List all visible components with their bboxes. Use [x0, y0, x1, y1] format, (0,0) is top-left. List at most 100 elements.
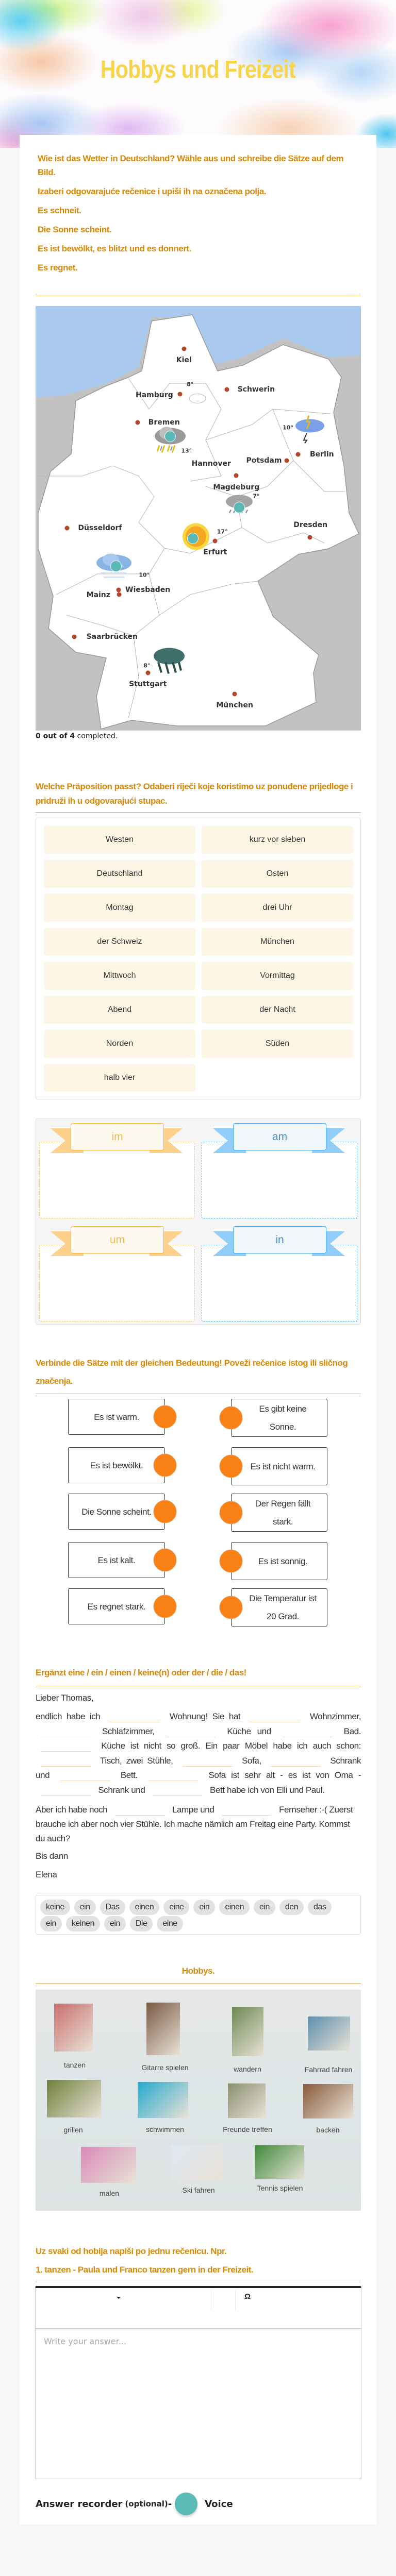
match-item-left[interactable]: Es ist bewölkt.	[68, 1447, 165, 1483]
word-tile[interactable]: kurz vor sieben	[202, 826, 353, 854]
match-connector-right[interactable]	[219, 1406, 243, 1430]
blank-input[interactable]	[221, 1805, 272, 1816]
answer-hotspot[interactable]	[164, 430, 176, 442]
drop-bin-in[interactable]: in	[202, 1226, 358, 1322]
word-chip[interactable]: eine	[163, 1900, 190, 1915]
answer-hotspot[interactable]	[234, 502, 245, 514]
word-chip[interactable]: ein	[74, 1900, 96, 1915]
match-item-right[interactable]: Der Regen fällt stark.	[231, 1494, 327, 1532]
match-item-left[interactable]: Es regnet stark.	[68, 1588, 165, 1624]
bin-label: um	[71, 1226, 164, 1253]
word-tile[interactable]: Vormittag	[202, 962, 353, 990]
word-chip[interactable]: ein	[104, 1916, 126, 1931]
letter-text: Bett.	[120, 1770, 138, 1781]
temperature-label: 8°	[187, 381, 194, 388]
city-label: Wiesbaden	[125, 586, 171, 595]
blank-input[interactable]	[271, 1756, 321, 1767]
answer-hotspot[interactable]	[110, 561, 122, 572]
match-connector-left[interactable]	[153, 1405, 177, 1429]
drop-bin-im[interactable]: im	[39, 1123, 196, 1219]
page-title: Hobbys und Freizeit	[0, 56, 396, 84]
word-tile[interactable]: drei Uhr	[202, 894, 353, 922]
word-tile[interactable]: Norden	[44, 1030, 195, 1058]
city-marker	[224, 387, 229, 392]
word-tiles: Westen kurz vor sieben Deutschland Osten Mon…	[44, 826, 353, 1092]
map-background	[36, 306, 361, 731]
city-marker	[307, 535, 312, 540]
word-chip[interactable]: Die	[129, 1916, 153, 1931]
word-chip[interactable]: ein	[253, 1900, 275, 1915]
word-chip[interactable]: keinen	[65, 1916, 101, 1931]
temperature-label: 8°	[143, 662, 151, 669]
word-tile[interactable]: Süden	[202, 1030, 353, 1058]
word-chip[interactable]: Das	[100, 1900, 125, 1915]
word-tile[interactable]: der Nacht	[202, 996, 353, 1024]
match-item-left[interactable]: Es ist kalt.	[68, 1542, 165, 1578]
blank-input[interactable]	[182, 1756, 233, 1767]
storm-cloud-icon	[293, 415, 325, 446]
word-chip[interactable]: keine	[40, 1900, 70, 1915]
match-item-right[interactable]: Es gibt keine Sonne.	[231, 1399, 327, 1437]
weather-instructions: Wie ist das Wetter in Deutschland? Wähle…	[38, 151, 360, 280]
letter-greeting: Lieber Thomas,	[36, 1693, 94, 1703]
city-label: Kiel	[176, 356, 192, 365]
answer-hotspot[interactable]	[187, 532, 199, 544]
match-connector-left[interactable]	[153, 1595, 177, 1618]
match-connector-left[interactable]	[153, 1500, 177, 1523]
record-button[interactable]	[175, 2493, 198, 2515]
drop-area[interactable]	[39, 1245, 195, 1321]
match-item-left[interactable]: Die Sonne scheint.	[68, 1494, 165, 1530]
match-connector-right[interactable]	[219, 1454, 243, 1478]
blank-input[interactable]	[110, 1711, 160, 1722]
germany-weather-map: Kiel Hamburg Schwerin Bremen Hannover Potsdam…	[36, 306, 361, 731]
word-chip[interactable]: ein	[40, 1916, 62, 1931]
blank-input[interactable]	[41, 1741, 91, 1752]
word-tile[interactable]: Montag	[44, 894, 195, 922]
blank-input[interactable]	[152, 1785, 203, 1796]
match-connector-left[interactable]	[153, 1548, 177, 1572]
word-tile[interactable]: Westen	[44, 826, 195, 854]
match-item-right[interactable]: Es ist nicht warm.	[231, 1447, 327, 1485]
match-connector-right[interactable]	[219, 1596, 243, 1619]
word-chip[interactable]: ein	[193, 1900, 216, 1915]
word-tile[interactable]: halb vier	[44, 1064, 195, 1092]
drop-bin-um[interactable]: um	[39, 1226, 196, 1322]
word-tile[interactable]: München	[202, 928, 353, 956]
drop-area[interactable]	[39, 1142, 195, 1218]
blank-input[interactable]	[282, 1726, 333, 1737]
match-item-right[interactable]: Es ist sonnig.	[231, 1542, 327, 1580]
temperature-label: 13°	[181, 447, 192, 454]
letter-text: Aber ich habe noch	[36, 1805, 108, 1815]
blank-input[interactable]	[60, 1770, 110, 1782]
match-item-left[interactable]: Es ist warm.	[68, 1399, 165, 1435]
blank-input[interactable]	[41, 1785, 91, 1796]
match-item-right[interactable]: Die Temperatur ist 20 Grad.	[231, 1588, 327, 1626]
blank-input[interactable]	[166, 1726, 216, 1737]
word-tile[interactable]: Osten	[202, 860, 353, 888]
drop-area[interactable]	[202, 1142, 357, 1218]
word-tile[interactable]: Deutschland	[44, 860, 195, 888]
special-characters-button[interactable]: Ω	[244, 2292, 251, 2301]
word-tile[interactable]: Mittwoch	[44, 962, 195, 990]
instruction-line: Izaberi odgovarajuće rečenice i upiši ih…	[38, 187, 266, 196]
word-chip[interactable]: den	[279, 1900, 304, 1915]
match-connector-right[interactable]	[219, 1501, 243, 1524]
drop-area[interactable]	[202, 1245, 357, 1321]
word-tile[interactable]: der Schweiz	[44, 928, 195, 956]
blank-input[interactable]	[41, 1756, 91, 1767]
caret-down-icon[interactable]	[116, 2294, 122, 2300]
word-chip[interactable]: einen	[129, 1900, 160, 1915]
answer-input[interactable]	[36, 2329, 361, 2478]
drop-bin-am[interactable]: am	[202, 1123, 358, 1219]
word-tile[interactable]: Abend	[44, 996, 195, 1024]
letter-text: Schrank und	[98, 1785, 145, 1795]
match-connector-right[interactable]	[219, 1549, 243, 1573]
blank-input[interactable]	[114, 1805, 165, 1816]
word-chip[interactable]: eine	[157, 1916, 183, 1931]
blank-input[interactable]	[148, 1770, 199, 1782]
match-connector-left[interactable]	[153, 1453, 177, 1477]
word-chip[interactable]: einen	[219, 1900, 250, 1915]
blank-input[interactable]	[41, 1726, 91, 1737]
word-chip[interactable]: das	[308, 1900, 332, 1915]
blank-input[interactable]	[250, 1711, 301, 1722]
